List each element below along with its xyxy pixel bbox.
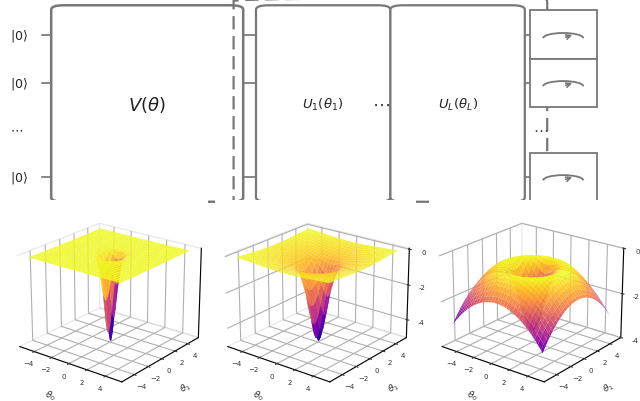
Text: $|0\rangle$: $|0\rangle$ (10, 27, 28, 43)
Y-axis label: $\theta_1$: $\theta_1$ (386, 379, 402, 395)
Text: $\cdots$: $\cdots$ (10, 123, 22, 136)
FancyBboxPatch shape (51, 6, 243, 202)
Text: $U_L(\theta_L)$: $U_L(\theta_L)$ (438, 96, 477, 112)
FancyBboxPatch shape (530, 153, 596, 201)
FancyBboxPatch shape (390, 6, 525, 202)
Text: $\cdots$: $\cdots$ (372, 95, 390, 113)
X-axis label: $\theta_0$: $\theta_0$ (250, 387, 265, 401)
FancyBboxPatch shape (530, 12, 596, 59)
FancyBboxPatch shape (256, 6, 390, 202)
Y-axis label: $\theta_1$: $\theta_1$ (600, 379, 616, 395)
FancyBboxPatch shape (530, 59, 596, 107)
X-axis label: $\theta_0$: $\theta_0$ (465, 387, 479, 401)
Text: $|0\rangle$: $|0\rangle$ (10, 75, 28, 91)
Text: $U_1(\theta_1)$: $U_1(\theta_1)$ (303, 96, 344, 112)
Text: $V(\theta)$: $V(\theta)$ (128, 94, 166, 114)
Text: $\cdots$: $\cdots$ (533, 122, 548, 137)
X-axis label: $\theta_0$: $\theta_0$ (42, 387, 57, 401)
Text: $|0\rangle$: $|0\rangle$ (10, 169, 28, 185)
Y-axis label: $\theta_1$: $\theta_1$ (178, 379, 194, 395)
